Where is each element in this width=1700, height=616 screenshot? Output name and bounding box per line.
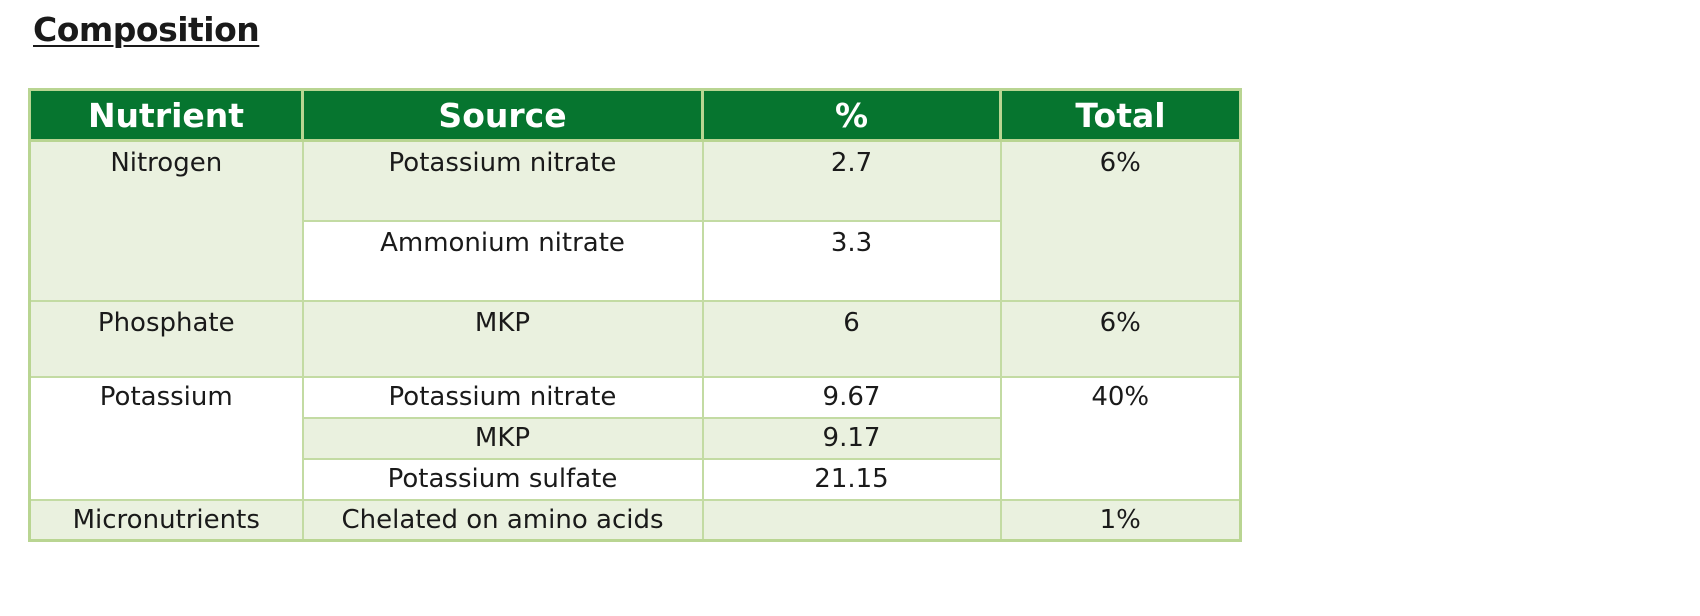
percent-cell: 9.67 [701, 375, 1002, 419]
table-header-row: Nutrient Source % Total [28, 88, 1242, 142]
table-row: Nitrogen Potassium nitrate 2.7 6% [28, 139, 1242, 302]
percent-cell [701, 498, 1002, 542]
percent-cell: 3.3 [701, 219, 1002, 302]
nutrient-cell-nitrogen: Nitrogen [28, 139, 304, 302]
page-title: Composition [33, 10, 260, 49]
table-row: Potassium Potassium nitrate 9.67 40% [28, 375, 1242, 501]
source-cell: Potassium sulfate [301, 457, 704, 501]
table-row: Ammonium nitrate 3.3 [30, 219, 1241, 302]
nutrient-cell-phosphate: Phosphate [28, 299, 304, 378]
total-cell-nitrogen: 6% [999, 139, 1242, 302]
column-header-nutrient: Nutrient [28, 88, 304, 142]
total-cell-phosphate: 6% [999, 299, 1242, 378]
source-cell: Potassium nitrate [301, 375, 704, 419]
nutrient-cell-potassium: Potassium [28, 375, 304, 501]
source-cell: Potassium nitrate [301, 139, 704, 222]
column-header-total: Total [999, 88, 1242, 142]
composition-table: Nutrient Source % Total Nitrogen Potassi… [28, 88, 1242, 542]
column-header-source: Source [301, 88, 704, 142]
table-row: MKP 9.17 [30, 416, 1241, 460]
total-cell-potassium: 40% [999, 375, 1242, 501]
source-cell: MKP [301, 299, 704, 378]
table-row: Micronutrients Chelated on amino acids 1… [28, 498, 1242, 542]
table-row: Phosphate MKP 6 6% [28, 299, 1242, 378]
total-cell-micronutrients: 1% [999, 498, 1242, 542]
table-row: Potassium sulfate 21.15 [30, 457, 1241, 501]
nutrient-cell-micronutrients: Micronutrients [28, 498, 304, 542]
source-cell: MKP [301, 416, 704, 460]
percent-cell: 6 [701, 299, 1002, 378]
percent-cell: 2.7 [701, 139, 1002, 222]
percent-cell: 21.15 [701, 457, 1002, 501]
source-cell: Ammonium nitrate [301, 219, 704, 302]
percent-cell: 9.17 [701, 416, 1002, 460]
column-header-percent: % [701, 88, 1002, 142]
source-cell: Chelated on amino acids [301, 498, 704, 542]
